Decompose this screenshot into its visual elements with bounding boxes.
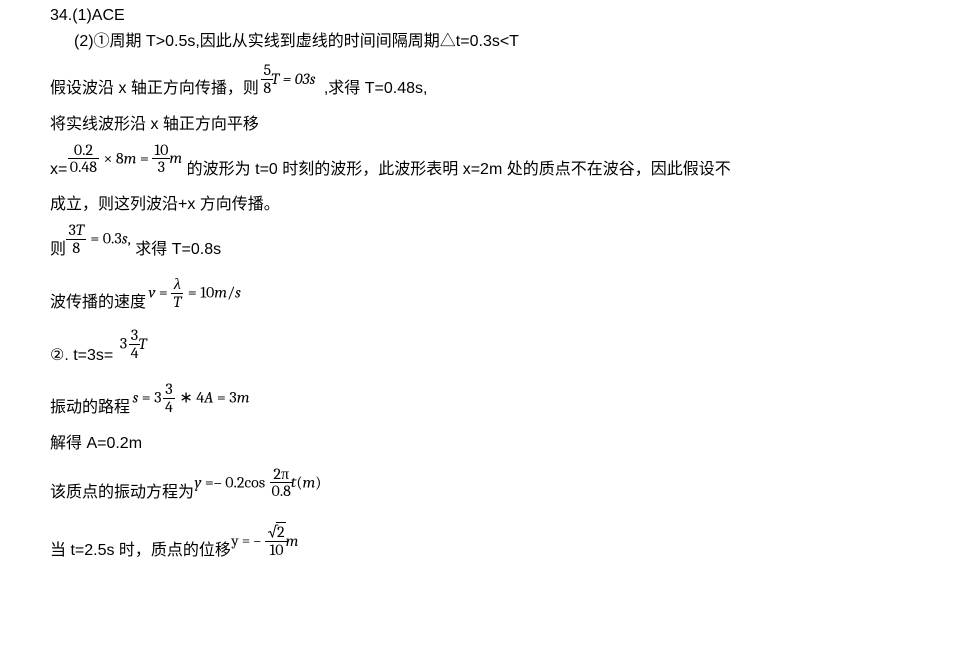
post: 求得 T=0.8s [135, 242, 221, 258]
line-assume: 假设波沿 x 轴正方向传播，则 5 8 T = 03s ,求得 T=0.48s, [50, 72, 905, 107]
den: 0.8 [270, 482, 293, 500]
frac: √2 10 [265, 524, 287, 559]
frac: 2π 0.8 [270, 466, 293, 501]
pre: 该质点的振动方程为 [50, 485, 194, 501]
frac: 3 4 [163, 381, 175, 416]
text: 成立，则这列波沿+x 方向传播。 [50, 196, 280, 213]
line-34-1: 34.(1)ACE [50, 8, 905, 24]
pre: 振动的路程 [50, 400, 130, 416]
rhs: = 10m/s [188, 283, 241, 301]
den: 4 [163, 398, 175, 416]
line-34-2-intro: (2)①周期 T>0.5s,因此从实线到虚线的时间间隔周期△t=0.3s<T [50, 34, 905, 50]
line-path: 振动的路程 s = 3 3 4 ∗ 4A = 3m [50, 391, 905, 426]
disp-eq: y = – √2 10 m [231, 524, 298, 559]
eq-5over8: 5 8 T = 03s [261, 62, 315, 97]
frac-2: 10 3 [152, 142, 170, 177]
den: T [171, 293, 183, 311]
num: 0.2 [68, 142, 99, 159]
mid: × 8m = [103, 149, 152, 167]
pre: ②. t=3s= [50, 348, 113, 364]
speed-eq: v = λ T = 10m/s [148, 276, 240, 311]
line-shift: 将实线波形沿 x 轴正方向平移 [50, 117, 905, 133]
path-eq: s = 3 3 4 ∗ 4A = 3m [132, 381, 249, 416]
eqn: y =– 0.2cos 2π 0.8 t(m) [194, 466, 321, 501]
frac-lam-T: λ T [171, 276, 183, 311]
line-solve-A: 解得 A=0.2m [50, 436, 905, 452]
line-speed: 波传播的速度 v = λ T = 10m/s [50, 286, 905, 321]
text: 34.(1)ACE [50, 7, 125, 24]
x-eq: x= [50, 162, 67, 178]
mixed-3-3-4-T: 3 3 4 T [120, 327, 147, 362]
unit: m [169, 149, 182, 167]
text: ,求得 T=0.48s, [324, 81, 428, 97]
den: 8 [66, 239, 85, 257]
rhs: T = 03s [271, 70, 315, 88]
line-then: 则 3T 8 = 0.3s, 求得 T=0.8s [50, 233, 905, 268]
den: 10 [265, 541, 287, 559]
num: √2 [265, 524, 287, 541]
pre: 当 t=2.5s 时，质点的位移 [50, 543, 231, 559]
eq: = 0.3s, [90, 230, 130, 248]
pre: 波传播的速度 [50, 295, 146, 311]
den: 3 [152, 158, 170, 176]
text: 解得 A=0.2m [50, 435, 142, 452]
frac-3T8: 3T 8 = 0.3s, [66, 222, 130, 257]
num: λ [171, 276, 183, 293]
pre: 则 [50, 242, 66, 258]
frac-1: 0.2 0.48 [68, 142, 99, 177]
unit: m [286, 532, 299, 550]
text: 假设波沿 x 轴正方向传播，则 [50, 81, 259, 97]
text: (2)①周期 T>0.5s,因此从实线到虚线的时间间隔周期△t=0.3s<T [74, 33, 519, 50]
coef: 3 [120, 335, 127, 353]
line-x-expr: x= 0.2 0.48 × 8m = 10 3 m 的波形为 t=0 时刻的波形… [50, 153, 905, 188]
den: 0.48 [68, 158, 99, 176]
num: 3T [66, 222, 85, 239]
line-t25: 当 t=2.5s 时，质点的位移 y = – √2 10 m [50, 534, 905, 569]
line-item2: ②. t=3s= 3 3 4 T [50, 338, 905, 373]
rhs: ∗ 4A = 3m [179, 389, 249, 407]
num: 3 [163, 381, 175, 398]
T: T [138, 335, 146, 353]
text: 的波形为 t=0 时刻的波形，此波形表明 x=2m 处的质点不在波谷，因此假设不 [187, 162, 731, 178]
x-frac-block: 0.2 0.48 × 8m = 10 3 m [68, 142, 182, 177]
line-eqn: 该质点的振动方程为 y =– 0.2cos 2π 0.8 t(m) [50, 476, 905, 511]
line-x-expr2: 成立，则这列波沿+x 方向传播。 [50, 197, 905, 213]
num: 2π [270, 466, 293, 483]
num: 10 [152, 142, 170, 159]
frac: 3T 8 [66, 222, 85, 257]
text: 将实线波形沿 x 轴正方向平移 [50, 116, 259, 133]
